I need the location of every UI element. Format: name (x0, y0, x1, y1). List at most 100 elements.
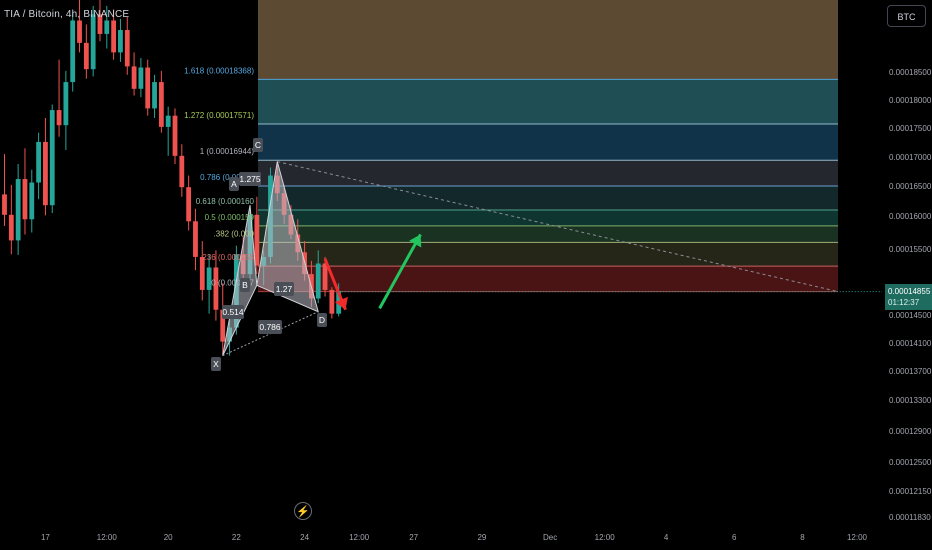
fib-level-label: 0.786 (0.00016 (200, 173, 254, 182)
x-axis-tick-label: 12:00 (595, 533, 616, 542)
candle-body (213, 267, 219, 310)
y-axis-tick-label: 0.00017500 (889, 124, 932, 133)
fib-level-label: 1.272 (0.00017571) (184, 111, 254, 120)
ratio-label-xab: 0.514 (222, 307, 244, 317)
candle-body (49, 110, 55, 206)
candle-body (124, 30, 130, 67)
y-axis-tick-label: 0.00012150 (889, 487, 932, 496)
point-label-a: A (231, 179, 237, 189)
arrow-up-icon (378, 233, 422, 310)
pattern-triangle-bcd (256, 161, 319, 313)
y-axis-tick-label: 0.00012500 (889, 458, 932, 467)
ratio-label-xad-box (239, 172, 261, 186)
point-label-x: X (213, 359, 219, 369)
candle-body (104, 20, 110, 34)
candle-body (118, 30, 123, 53)
candle-body (172, 115, 178, 156)
y-axis-tick-label: 0.00016000 (889, 212, 932, 221)
fib-level-label: .236 (0.000155 (200, 253, 254, 262)
candle-body (2, 194, 7, 215)
y-axis-tick-label: 0.00012900 (889, 427, 932, 436)
x-axis-tick-label: 17 (41, 533, 50, 542)
ratio-label-xab-box (222, 305, 244, 319)
x-axis-tick-label: Dec (543, 533, 557, 542)
currency-button[interactable]: BTC (887, 5, 926, 27)
lightning-icon[interactable]: ⚡ (294, 502, 312, 520)
x-axis-tick-label: 24 (300, 533, 309, 542)
candle-body (29, 182, 35, 220)
ratio-label-bcd-box (274, 282, 294, 296)
y-axis-tick-label: 0.00014500 (889, 311, 932, 320)
candle-body (131, 66, 137, 89)
point-label-a-box (229, 177, 239, 191)
x-axis-tick-label: 12:00 (847, 533, 868, 542)
x-axis-tick-label: 4 (664, 533, 669, 542)
candle-body (322, 263, 328, 290)
arrow-head (334, 296, 348, 310)
fib-zone (258, 186, 838, 210)
candle-body (329, 289, 335, 314)
y-axis-tick-label: 0.00011830 (889, 513, 931, 522)
x-axis-tick-label: 6 (732, 533, 737, 542)
candle-body (315, 263, 321, 299)
fib-level-label: 0.618 (0.000160 (196, 197, 255, 206)
y-axis-tick-label: 0.00018000 (889, 96, 932, 105)
candle-body (83, 42, 89, 70)
fib-zone (258, 266, 838, 292)
current-price-label: 0.00014855 (888, 287, 931, 296)
candle-body (43, 141, 48, 206)
candle-body (70, 20, 76, 83)
candle-body (56, 110, 62, 126)
arrow-head (409, 234, 422, 248)
x-axis-tick-label: 12:00 (97, 533, 118, 542)
candle-body (254, 214, 260, 266)
candle-body (111, 20, 117, 53)
x-axis-tick-label: 12:00 (349, 533, 370, 542)
candle-body (220, 309, 226, 342)
fib-level-label: 0 (0.000147 (211, 279, 254, 288)
y-axis-tick-label: 0.00016500 (889, 182, 932, 191)
y-axis-tick-label: 0.00014100 (889, 339, 932, 348)
candle-body (206, 267, 212, 290)
fib-zone (258, 242, 838, 267)
ratio-label-xad: 1.275 (239, 174, 261, 184)
point-label-b-box (240, 278, 250, 292)
fib-zone (258, 79, 838, 125)
fib-zone (258, 225, 838, 243)
chart-title: TIA / Bitcoin, 4h, BINANCE (4, 9, 130, 20)
fib-zone (258, 210, 838, 226)
candle-body (36, 141, 41, 183)
ratio-label-abc-box (258, 320, 282, 334)
x-axis-tick-label: 29 (477, 533, 486, 542)
y-axis-tick-label: 0.00013300 (889, 396, 932, 405)
x-axis-tick-label: 8 (800, 533, 805, 542)
fib-zone (258, 160, 838, 186)
candle-body (158, 82, 164, 127)
fib-level-label: 1.618 (0.00018368) (184, 66, 254, 75)
candle-body (97, 14, 103, 34)
x-axis-tick-label: 20 (164, 533, 173, 542)
point-label-d-box (317, 313, 327, 327)
fib-level-label: 0.5 (0.000159 (205, 213, 255, 222)
candle-body (179, 155, 185, 188)
current-price-badge: 0.00014855 01:12:37 (885, 284, 932, 310)
candle-body (199, 256, 205, 290)
candle-body (152, 82, 157, 109)
y-axis-tick-label: 0.00017000 (889, 153, 932, 162)
candle-body (186, 187, 192, 222)
point-label-c: C (255, 140, 261, 150)
ratio-label-bcd: 1.27 (276, 284, 293, 294)
fib-level-label: 1 (0.00016944) (200, 147, 255, 156)
fib-zone-top (258, 0, 838, 80)
candle-body (63, 82, 69, 126)
candle-body (15, 179, 21, 241)
x-axis-tick-label: 27 (409, 533, 418, 542)
candle-body (90, 14, 96, 70)
y-axis-tick-label: 0.00015500 (889, 245, 932, 254)
point-label-d: D (319, 315, 325, 325)
candle-body (8, 214, 14, 241)
point-label-b: B (242, 280, 248, 290)
candle-body (145, 67, 151, 109)
